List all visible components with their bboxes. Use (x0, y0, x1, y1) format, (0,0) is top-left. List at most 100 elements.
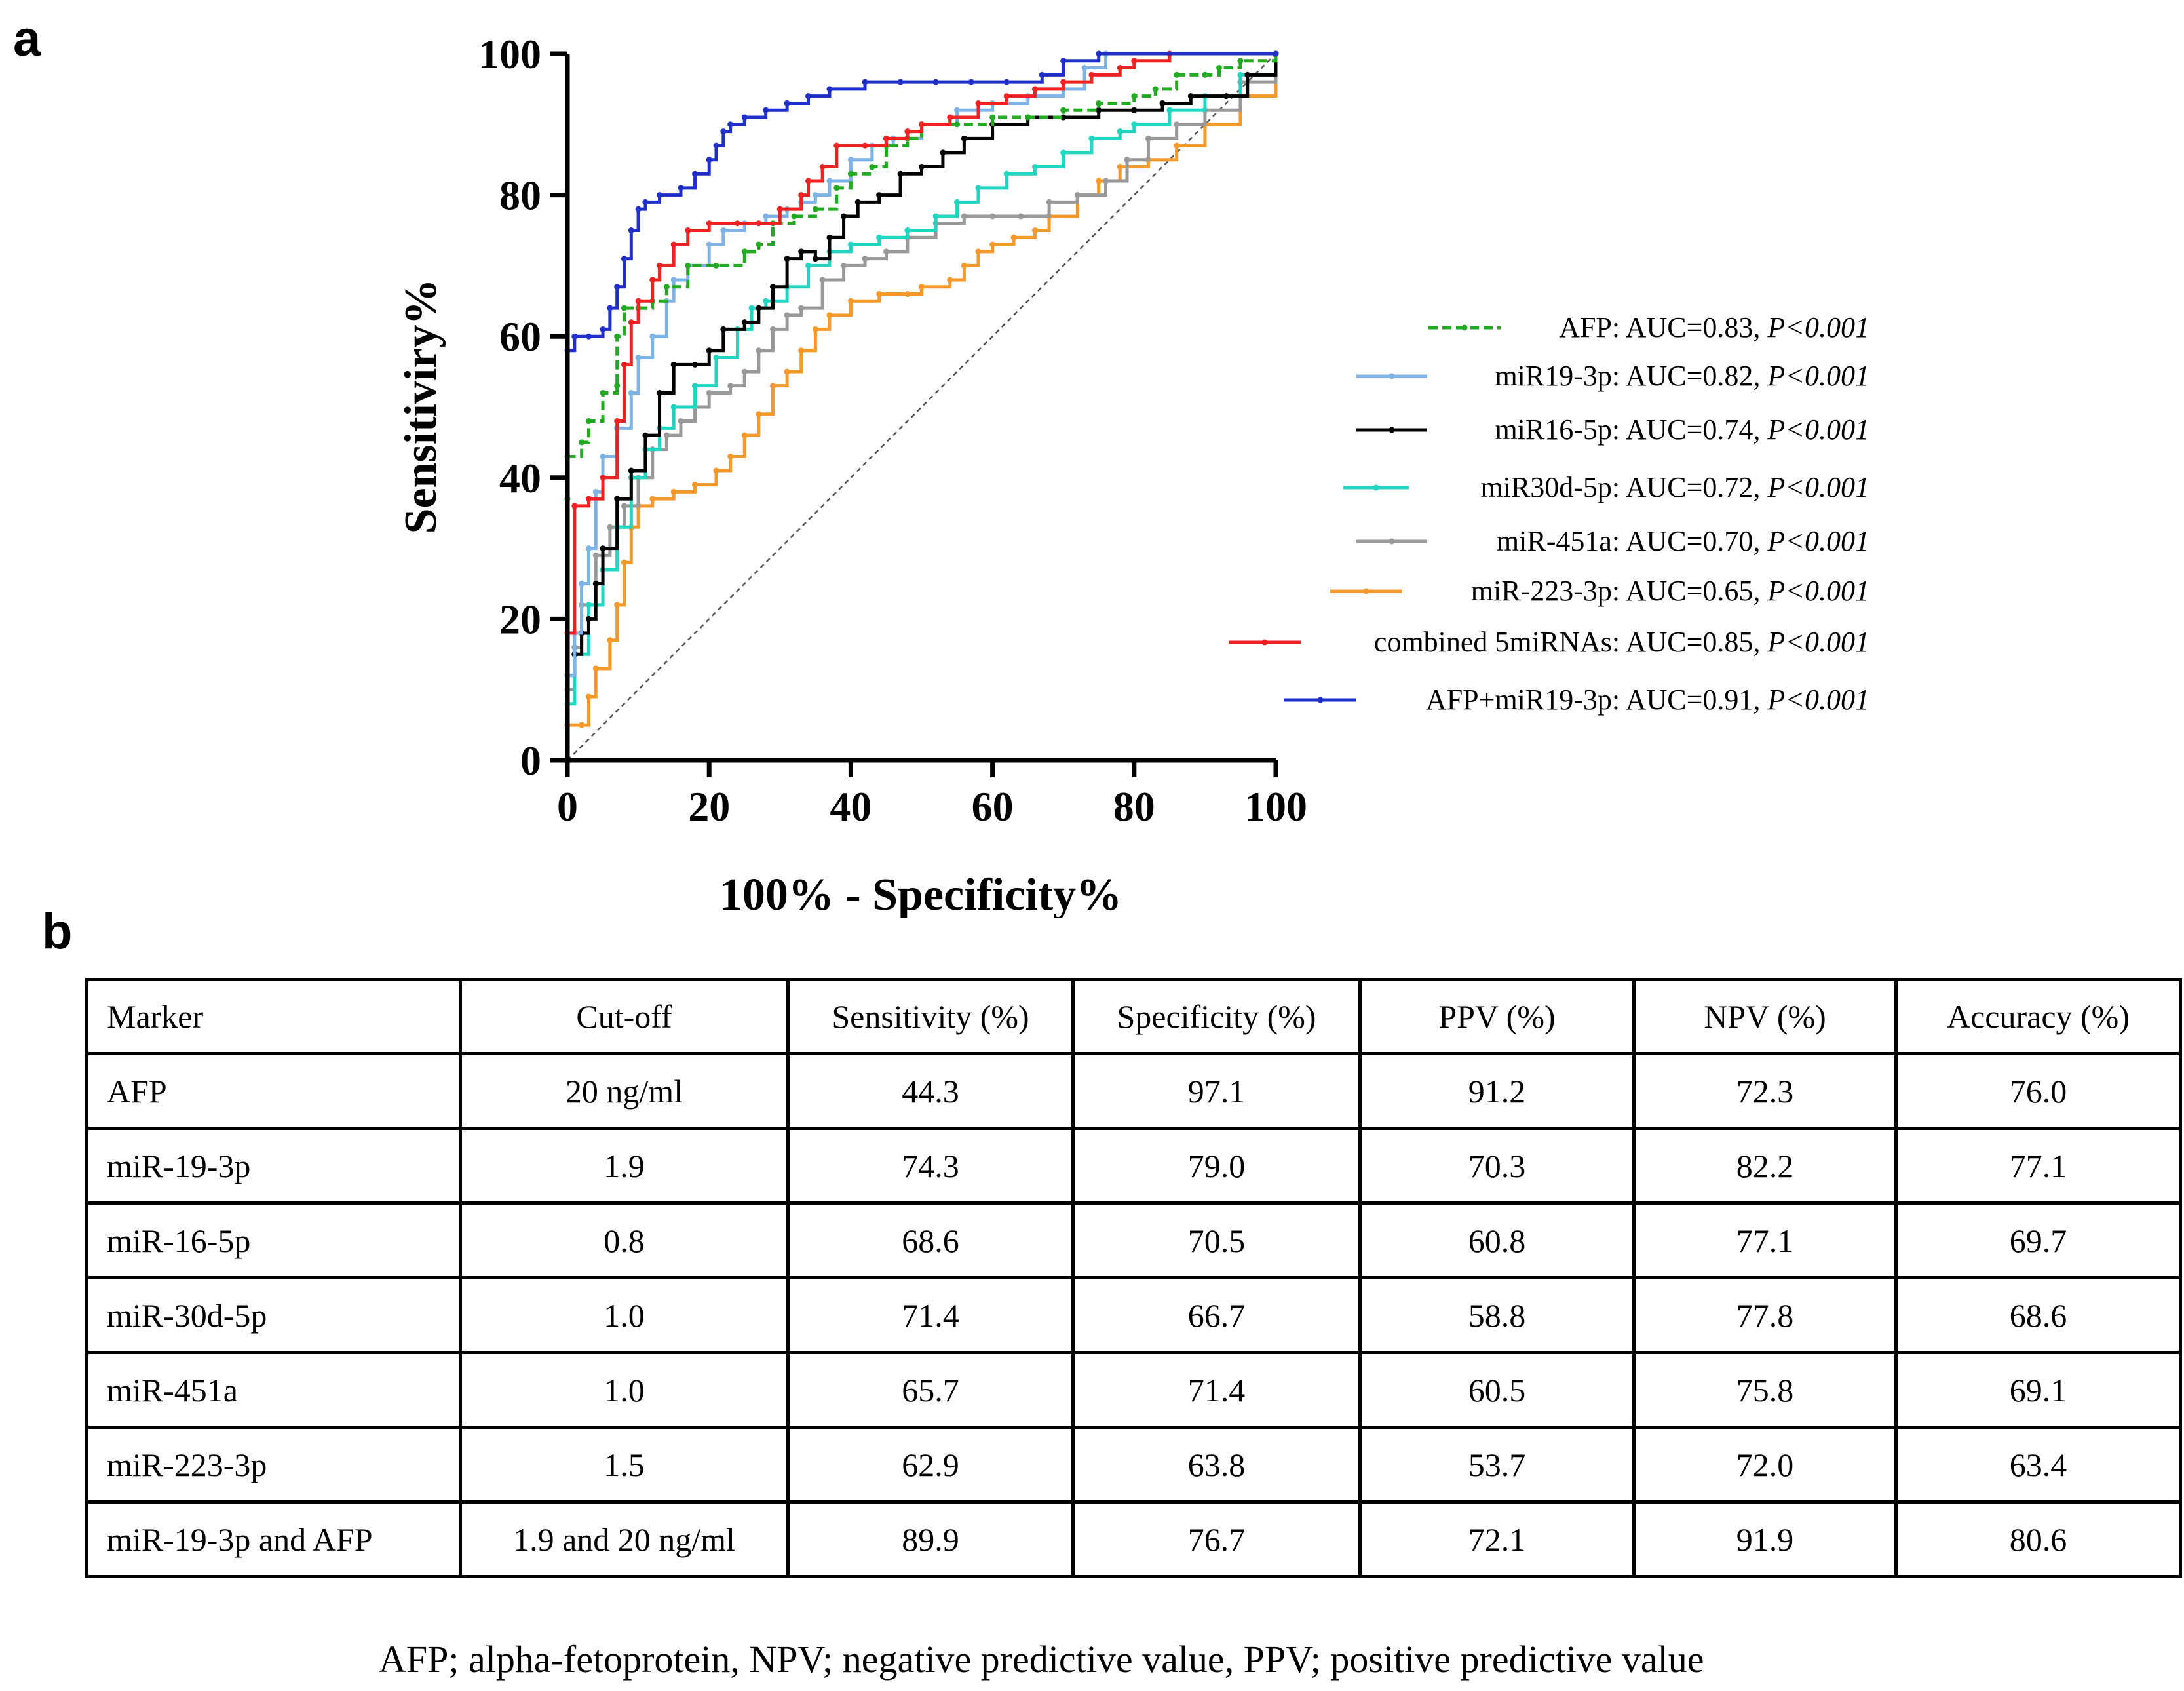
series-point-mir16-5p (784, 256, 790, 262)
series-point-mir19-3p (720, 227, 727, 233)
series-point-mir-451a (784, 312, 790, 319)
table-cell: miR-16-5p (85, 1201, 462, 1279)
series-point-mir-223-3p (847, 298, 854, 304)
roc-chart: 0 20 40 60 80 100 0 20 40 60 80 100 100% - Specifici… (396, 31, 1869, 918)
series-point-mir30d-5p (975, 185, 982, 191)
series-point-mir-223-3p (826, 312, 833, 319)
series-point-mir19-3p (706, 241, 712, 248)
series-point-mir-223-3p (1096, 178, 1102, 184)
series-point-afp (600, 389, 606, 396)
series-point-mir-223-3p (756, 411, 762, 418)
series-point-mir-451a (819, 277, 826, 283)
series-point-mir-223-3p (649, 496, 656, 502)
table-cell: 20 ng/ml (459, 1052, 790, 1130)
series-point-afp-mir19-3p (784, 100, 790, 106)
series-point-mir-451a (621, 503, 627, 509)
series-point-afp-mir19-3p (826, 86, 833, 92)
series-point-afp-mir19-3p (1096, 50, 1102, 57)
series-point-mir30d-5p (670, 404, 677, 410)
legend-entry: combined 5miRNAs: AUC=0.85, P<0.001 (1374, 626, 1869, 658)
series-point-combined-5mirnas (635, 298, 642, 304)
legend-swatch-marker (1389, 538, 1395, 545)
table-cell: 69.1 (1894, 1351, 2182, 1429)
series-point-mir-451a (663, 432, 670, 438)
table-row: miR-16-5p 0.8 68.6 70.5 60.8 77.1 69.7 (85, 1201, 2182, 1279)
series-point-mir-451a (607, 524, 613, 530)
table-cell: 72.0 (1632, 1426, 1898, 1504)
series-point-combined-5mirnas (649, 277, 656, 283)
series-point-mir16-5p (798, 248, 805, 255)
plot-area (564, 50, 1279, 764)
table-cell: 1.0 (459, 1276, 790, 1354)
series-point-afp-mir19-3p (585, 333, 592, 340)
legend-entry: miR19-3p: AUC=0.82, P<0.001 (1495, 360, 1869, 392)
series-point-mir30d-5p (1088, 135, 1095, 142)
series-point-mir-223-3p (989, 241, 996, 248)
series-point-mir-451a (678, 418, 684, 425)
legend-entry: miR16-5p: AUC=0.74, P<0.001 (1495, 414, 1869, 446)
series-point-mir30d-5p (1060, 149, 1067, 156)
table-cell: 70.5 (1071, 1201, 1362, 1279)
series-point-mir30d-5p (1166, 107, 1173, 113)
series-point-mir16-5p (897, 170, 904, 177)
table-cell: 97.1 (1071, 1052, 1362, 1130)
series-point-mir16-5p (854, 199, 861, 205)
legend-swatch-marker (1461, 324, 1468, 331)
table-cell: 60.5 (1358, 1351, 1636, 1429)
series-point-combined-5mirnas (1088, 71, 1095, 78)
table-cell: 89.9 (786, 1500, 1075, 1578)
legend-entry: miR-451a: AUC=0.70, P<0.001 (1497, 525, 1869, 557)
series-point-combined-5mirnas (805, 178, 812, 184)
series-point-mir16-5p (741, 319, 748, 326)
table-cell: 82.2 (1632, 1127, 1898, 1205)
series-point-afp (579, 439, 585, 446)
series-point-mir16-5p (614, 496, 621, 502)
series-point-afp (1131, 93, 1138, 100)
series-point-mir16-5p (1223, 93, 1229, 100)
series-point-afp-mir19-3p (628, 227, 634, 233)
series-point-afp (1096, 100, 1102, 106)
series-point-afp-mir19-3p (805, 93, 812, 100)
series-point-mir-223-3p (621, 559, 627, 566)
table-cell: 80.6 (1894, 1500, 2182, 1578)
series-point-afp (812, 206, 818, 212)
series-point-mir16-5p (919, 163, 925, 170)
table-cell: 79.0 (1071, 1127, 1362, 1205)
series-point-afp (1237, 58, 1244, 64)
series-point-mir-223-3p (798, 347, 805, 354)
legend-entry: AFP+miR19-3p: AUC=0.91, P<0.001 (1426, 684, 1869, 716)
series-point-afp-mir19-3p (635, 206, 642, 212)
table-header-cell: Accuracy (%) (1894, 978, 2182, 1055)
series-point-mir-223-3p (670, 488, 677, 495)
table-cell: 91.9 (1632, 1500, 1898, 1578)
table-cell: miR-19-3p (85, 1127, 462, 1205)
series-point-mir30d-5p (1031, 163, 1038, 170)
table-cell: 1.0 (459, 1351, 790, 1429)
legend-swatch-marker (1373, 484, 1379, 491)
series-point-afp-mir19-3p (571, 333, 578, 340)
series-point-afp-mir19-3p (607, 305, 613, 311)
series-point-afp (1025, 114, 1031, 121)
series-point-mir-451a (841, 262, 847, 269)
series-point-mir16-5p (961, 135, 967, 142)
table-cell: 0.8 (459, 1201, 790, 1279)
series-point-afp-mir19-3p (600, 326, 606, 332)
table-row: miR-19-3p 1.9 74.3 79.0 70.3 82.2 77.1 (85, 1127, 2182, 1205)
series-point-combined-5mirnas (1031, 86, 1038, 92)
series-point-mir-451a (1174, 121, 1180, 128)
series-point-afp-mir19-3p (713, 142, 719, 149)
series-point-mir-451a (883, 248, 889, 255)
table-cell: 44.3 (786, 1052, 1075, 1130)
series-point-mir-451a (1046, 199, 1052, 205)
table-header-cell: Specificity (%) (1071, 978, 1362, 1055)
table-header-cell: Sensitivity (%) (786, 978, 1075, 1055)
series-point-mir16-5p (720, 326, 727, 332)
table-cell: 71.4 (1071, 1351, 1362, 1429)
series-point-mir-223-3p (1174, 142, 1180, 149)
series-point-combined-5mirnas (706, 220, 712, 227)
series-point-mir16-5p (1131, 107, 1138, 113)
series-point-afp (663, 284, 670, 290)
series-point-combined-5mirnas (798, 192, 805, 199)
series-point-mir19-3p (763, 213, 769, 220)
x-tick-label: 100 (1244, 783, 1307, 830)
